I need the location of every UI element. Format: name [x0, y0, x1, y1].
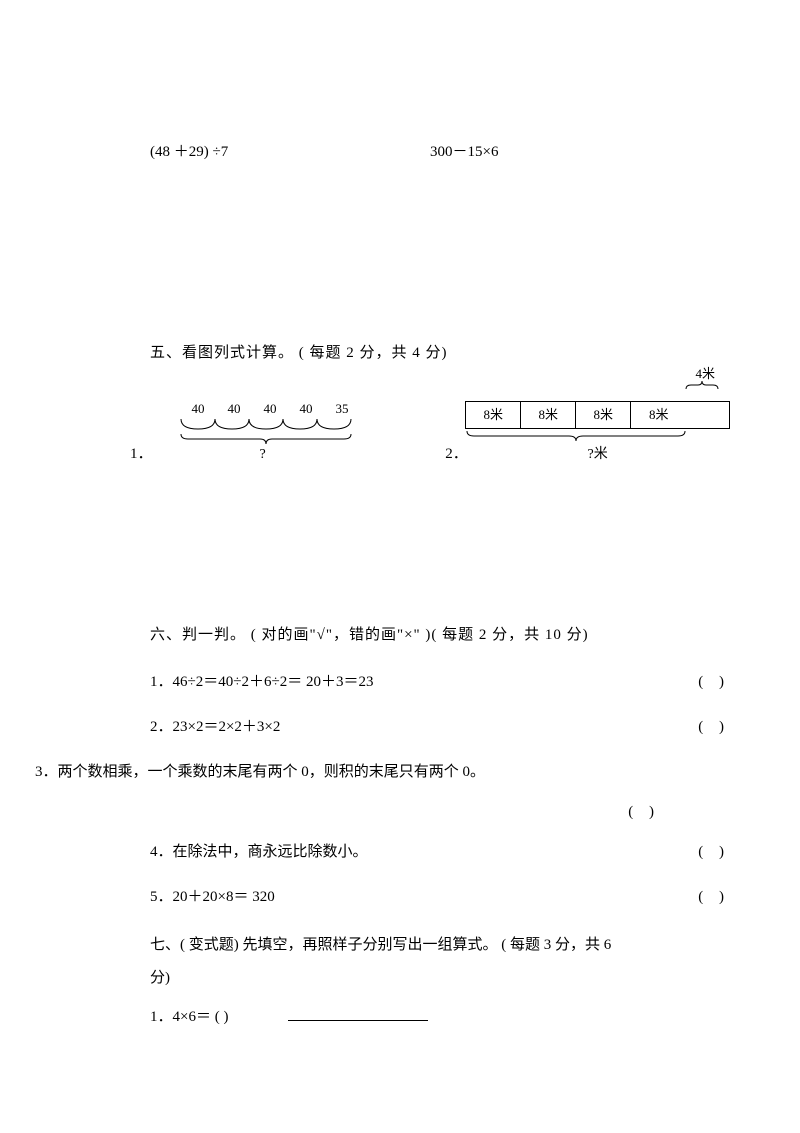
- q6-3-text: 3．两个数相乘，一个乘数的末尾有两个 0，则积的末尾只有两个 0。: [35, 759, 660, 786]
- d2-box: 8米: [466, 402, 521, 428]
- page-content: (48 ＋29) ÷7 300－15×6 五、看图列式计算。 ( 每题 2 分，…: [0, 40, 800, 1026]
- diagram-1: 1． 40 40 40 40 35 ?: [150, 401, 405, 463]
- answer-paren: ( ): [698, 839, 730, 866]
- d2-box: 8米: [631, 402, 686, 428]
- q6-5: 5．20＋20×8＝ 320 ( ): [150, 884, 730, 911]
- q6-1-text: 1．46÷2＝40÷2＋6÷2＝ 20＋3＝23: [150, 669, 373, 696]
- d2-box: 8米: [521, 402, 576, 428]
- answer-blank: [288, 1020, 428, 1021]
- q6-4-text: 4．在除法中，商永远比除数小。: [150, 839, 368, 866]
- expression-2: 300－15×6: [430, 140, 498, 161]
- q6-3: 3．两个数相乘，一个乘数的末尾有两个 0，则积的末尾只有两个 0。 ( ): [35, 759, 730, 821]
- section-7-title: 七、( 变式题) 先填空，再照样子分别写出一组算式。 ( 每题 3 分，共 6 …: [150, 929, 730, 995]
- d1-val: 40: [216, 401, 252, 417]
- q2-label: 2．: [445, 442, 468, 463]
- d1-val: 40: [288, 401, 324, 417]
- q6-2-text: 2．23×2＝2×2＋3×2: [150, 714, 280, 741]
- q7-1: 1．4×6＝ ( ): [150, 1005, 730, 1026]
- diagram-2: 2． 4米 8米 8米 8米 8米 ?米: [465, 387, 730, 463]
- d1-val: 35: [324, 401, 360, 417]
- diagram-2-qmark: ?米: [465, 443, 730, 463]
- d1-val: 40: [252, 401, 288, 417]
- answer-paren: ( ): [698, 714, 730, 741]
- diagram-1-brace-icon: [178, 432, 405, 447]
- d2-box: 8米: [576, 402, 631, 428]
- q6-1: 1．46÷2＝40÷2＋6÷2＝ 20＋3＝23 ( ): [150, 669, 730, 696]
- diagram-2-brace-icon: [465, 429, 730, 443]
- diagram-1-labels: 40 40 40 40 35: [180, 401, 405, 417]
- answer-paren: ( ): [698, 884, 730, 911]
- diagram-1-qmark: ?: [120, 447, 405, 463]
- q6-2: 2．23×2＝2×2＋3×2 ( ): [150, 714, 730, 741]
- section-5-title: 五、看图列式计算。 ( 每题 2 分，共 4 分): [150, 341, 730, 362]
- expression-row: (48 ＋29) ÷7 300－15×6: [150, 40, 730, 161]
- diagram-1-arcs: [178, 417, 405, 432]
- q6-5-text: 5．20＋20×8＝ 320: [150, 884, 275, 911]
- expression-1: (48 ＋29) ÷7: [150, 140, 430, 161]
- diagram-2-boxes: 8米 8米 8米 8米: [465, 401, 730, 429]
- section-6-title: 六、判一判。 ( 对的画"√"，错的画"×" )( 每题 2 分，共 10 分): [150, 623, 730, 644]
- diagram-2-top-brace-icon: [684, 379, 720, 396]
- answer-paren: ( ): [698, 669, 730, 696]
- q6-4: 4．在除法中，商永远比除数小。 ( ): [150, 839, 730, 866]
- diagram-row: 1． 40 40 40 40 35 ? 2． 4米: [150, 387, 730, 463]
- answer-paren: ( ): [628, 804, 660, 821]
- q1-label: 1．: [130, 442, 153, 463]
- d1-val: 40: [180, 401, 216, 417]
- q7-1-text: 1．4×6＝ ( ): [150, 1005, 228, 1026]
